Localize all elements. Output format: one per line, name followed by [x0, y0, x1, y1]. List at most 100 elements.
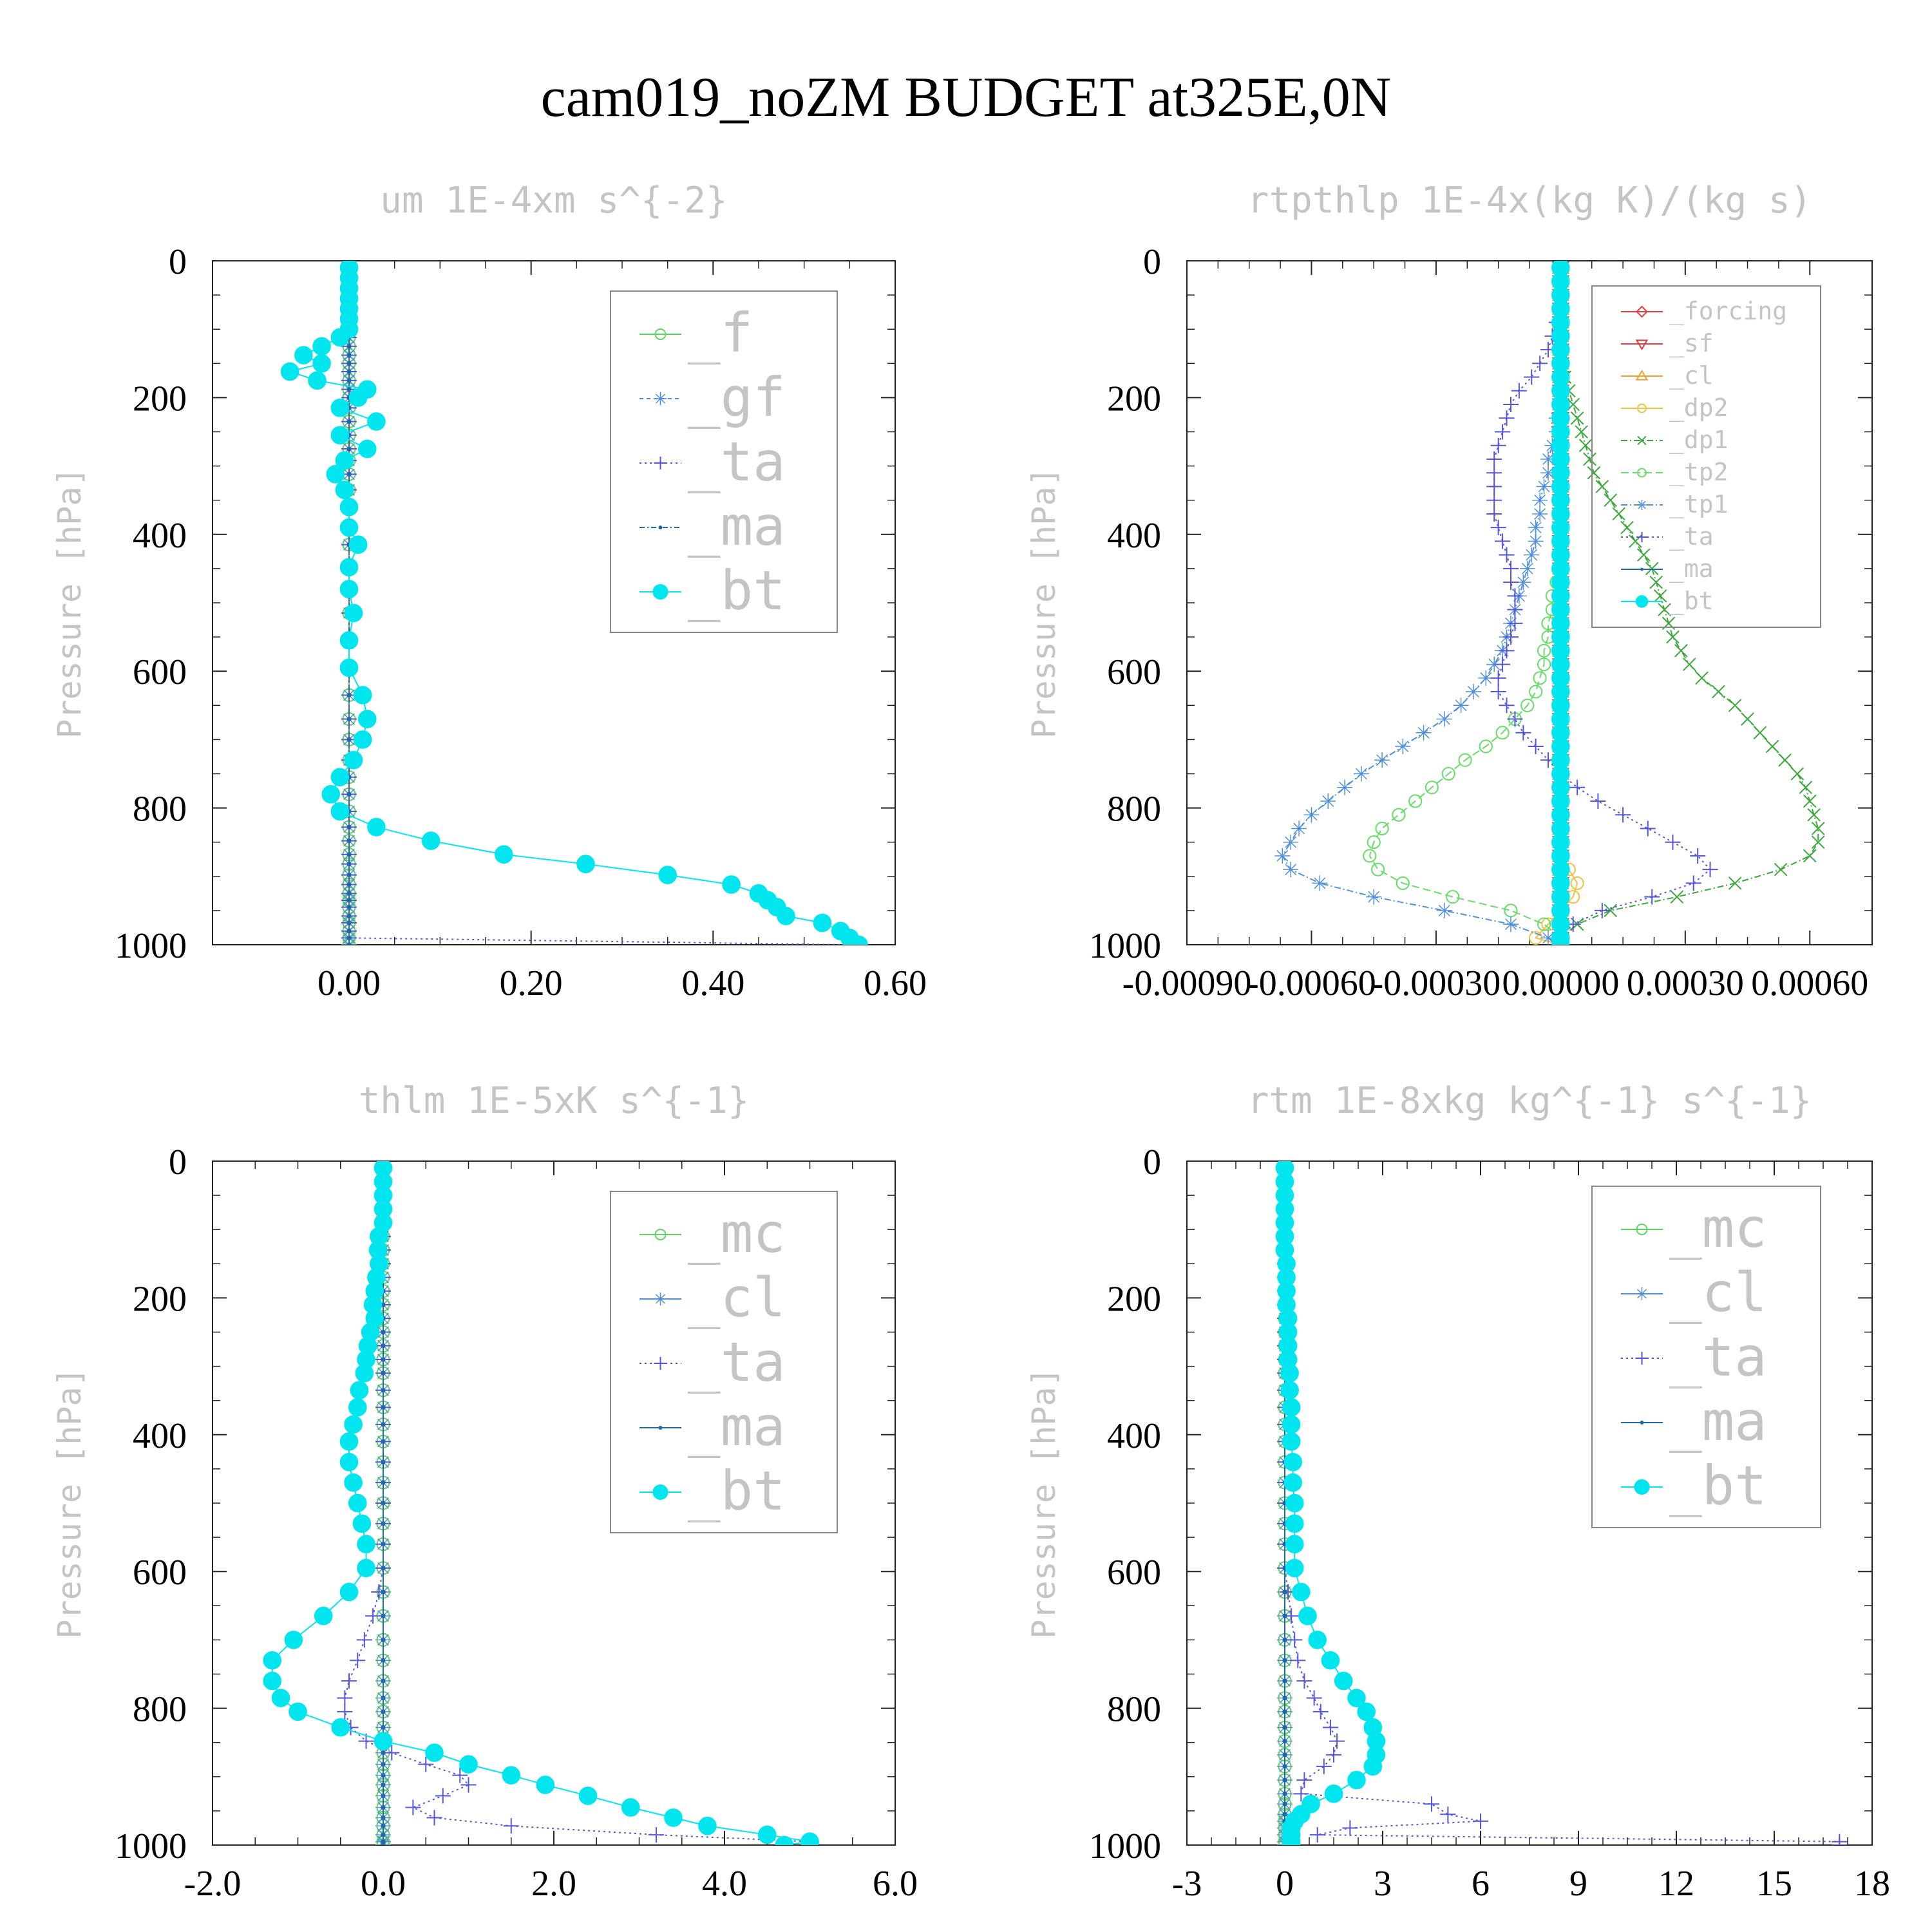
legend-label: _ma: [1669, 554, 1714, 583]
x-tick-label: -3: [1172, 1864, 1202, 1904]
legend-label: _dp1: [1669, 426, 1728, 455]
y-tick-label: 200: [133, 379, 187, 419]
legend-marker-ma: [1640, 567, 1643, 571]
x-tick-label: 0.20: [500, 963, 563, 1003]
legend-label: _cl: [1669, 361, 1714, 390]
y-tick-label: 400: [1107, 1416, 1161, 1456]
data-point-bt: [330, 399, 350, 417]
data-point-tp2: [1495, 726, 1510, 740]
data-point-dp1: [1575, 425, 1588, 439]
data-point-dp1: [1666, 630, 1680, 644]
data-point-bt: [1321, 1651, 1340, 1670]
y-axis-label: Pressure [hPa]: [1025, 467, 1063, 738]
data-point-tp2: [1533, 671, 1547, 685]
data-point-bt: [849, 935, 868, 945]
data-point-ta: [1296, 1673, 1312, 1689]
data-point-bt: [344, 1473, 363, 1492]
legend-marker-cl: [1635, 370, 1649, 381]
data-point-dp1: [1649, 575, 1663, 589]
data-point-dp1: [1587, 466, 1601, 480]
data-point-tp2: [1529, 685, 1543, 699]
legend-label: _forcing: [1669, 297, 1787, 326]
data-point-ta: [1615, 807, 1631, 823]
data-point-ta: [1342, 1820, 1358, 1836]
data-point-dp1: [1658, 603, 1671, 616]
data-point-tp1: [1283, 834, 1299, 850]
data-point-bt: [425, 1743, 444, 1762]
data-point-tp1: [1540, 465, 1557, 481]
data-point-bt: [284, 1631, 303, 1649]
y-tick-label: 600: [133, 1553, 187, 1593]
y-tick-label: 0: [1143, 1142, 1161, 1182]
legend-marker-gf: [654, 392, 667, 405]
data-point-bt: [502, 1766, 521, 1785]
data-point-bt: [367, 412, 386, 431]
data-point-ma: [346, 838, 352, 844]
data-point-bt: [294, 346, 313, 365]
data-point-ta: [426, 1810, 442, 1826]
data-point-ta: [1424, 1796, 1439, 1812]
data-point-ma: [381, 1566, 386, 1571]
data-point-ma: [381, 1709, 386, 1714]
data-point-ma: [381, 1696, 386, 1701]
data-point-tp1: [1274, 848, 1291, 864]
data-point-dp1: [1570, 411, 1584, 425]
data-point-ma: [346, 942, 352, 945]
data-point-bt: [339, 580, 359, 599]
data-point-bt: [339, 1432, 359, 1451]
data-point-bt: [348, 1398, 367, 1417]
series-group: [263, 1161, 819, 1845]
data-point-ma: [346, 891, 352, 896]
legend-label: _ma: [688, 495, 786, 558]
data-point-bt: [339, 631, 359, 650]
data-point-bt: [1285, 1514, 1304, 1533]
data-point-tp1: [1395, 739, 1411, 755]
legend-marker-ta: [654, 1357, 667, 1370]
legend-marker-sf: [1635, 339, 1649, 350]
data-point-ta: [1486, 465, 1502, 481]
data-point-tp2: [1479, 739, 1493, 753]
data-point-bt: [658, 866, 677, 884]
data-point-dp1: [1637, 548, 1651, 562]
y-tick-label: 800: [1107, 790, 1161, 829]
panel-title: rtpthlp 1E-4x(kg K)/(kg s): [1247, 180, 1812, 222]
data-point-ma: [346, 929, 352, 934]
data-point-ma: [381, 1480, 386, 1485]
legend-marker-ma: [658, 1426, 663, 1430]
data-point-bt: [339, 518, 359, 537]
data-point-tp1: [1528, 520, 1544, 536]
data-point-dp1: [1728, 698, 1742, 712]
x-tick-label: 0.00060: [1751, 963, 1868, 1003]
data-point-tp2: [1375, 821, 1389, 836]
data-point-ma: [381, 1762, 386, 1767]
y-tick-label: 600: [133, 652, 187, 692]
data-point-bt: [1280, 1363, 1299, 1383]
x-tick-label: 0: [1276, 1864, 1294, 1904]
data-point-bt: [321, 785, 341, 804]
data-point-ta: [1515, 724, 1531, 741]
data-point-tp2: [1363, 849, 1377, 863]
data-point-ta: [649, 1827, 664, 1843]
x-tick-label: 0.00000: [1502, 963, 1619, 1003]
legend: _f_gf_ta_ma_bt: [610, 290, 838, 633]
data-point-bt: [344, 750, 363, 770]
legend-label: _ta: [1669, 522, 1714, 551]
legend-marker-cl: [654, 1293, 667, 1305]
data-point-bt: [339, 658, 359, 677]
data-point-bt: [289, 1702, 307, 1721]
legend-marker-tp2: [1637, 468, 1647, 478]
y-tick-label: 800: [1107, 1690, 1161, 1730]
y-tick-label: 400: [1107, 516, 1161, 556]
legend-box: [610, 1191, 838, 1533]
x-tick-label: 0.60: [864, 963, 927, 1003]
x-tick-label: 12: [1658, 1864, 1694, 1904]
legend-label: _cl: [688, 1266, 786, 1329]
x-tick-label: 0.00030: [1627, 963, 1744, 1003]
data-point-bt: [1363, 1757, 1383, 1776]
legend-label: _gf: [688, 366, 786, 429]
x-tick-label: 0.40: [681, 963, 744, 1003]
data-point-dp1: [1741, 712, 1754, 726]
data-point-bt: [344, 1415, 363, 1434]
data-point-bt: [1308, 1631, 1327, 1649]
